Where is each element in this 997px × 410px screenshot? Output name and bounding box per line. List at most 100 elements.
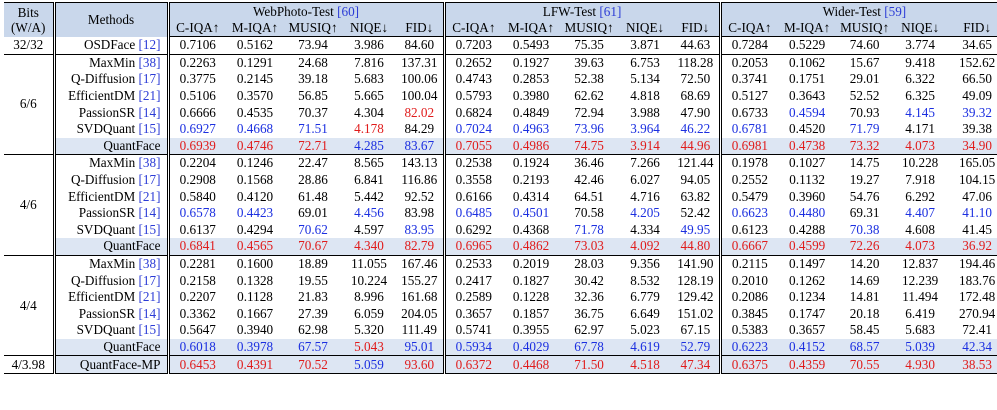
method-cell: QuantFace <box>54 238 170 256</box>
value-cell: 15.67 <box>836 53 894 72</box>
value-cell: 0.7106 <box>179 37 216 53</box>
value-cell: 62.97 <box>574 322 604 338</box>
value-cell: 8.565 <box>342 154 396 172</box>
method-cite[interactable]: [15] <box>138 121 161 137</box>
table-row: PassionSR [14] 0.6578 0.4423 69.01 4.456 83.9… <box>4 204 997 222</box>
value-cell: 0.6578 <box>179 205 216 221</box>
value-cell: 29.01 <box>849 71 880 87</box>
value-cell: 93.60 <box>396 355 445 374</box>
value-cell: 100.04 <box>401 88 438 104</box>
value-cell: 0.3775 <box>179 71 216 87</box>
value-cell: 70.67 <box>284 238 342 256</box>
method-cell: PassionSR [14] <box>54 104 170 121</box>
method-cite[interactable]: [12] <box>138 37 161 53</box>
table-row: 4/4 MaxMin [38] 0.2281 0.1600 18.89 11.055 167… <box>4 254 997 356</box>
value-cell: 6.779 <box>630 289 660 305</box>
value-cell: 70.58 <box>574 205 604 221</box>
value-cell: 3.986 <box>354 37 384 53</box>
value-cell: 0.6453 <box>168 355 226 374</box>
method-name: QuantFace-MP <box>79 356 161 372</box>
method-cell: Q-Diffusion [17] <box>54 71 170 88</box>
method-name: QuantFace <box>103 238 161 254</box>
method-cite[interactable]: [38] <box>138 256 161 272</box>
method-cite[interactable]: [14] <box>138 205 161 221</box>
metric-header: M-IQA↑ <box>502 20 561 37</box>
value-cell: 0.3940 <box>236 322 274 338</box>
metric-header-row: C-IQA↑ M-IQA↑ MUSIQ↑ NIQE↓ FID↓ C-IQA↑ M-IQA↑ M… <box>4 20 997 37</box>
method-cite[interactable]: [15] <box>138 221 161 237</box>
value-cell: 0.1062 <box>778 53 837 72</box>
value-cell: 4.930 <box>893 355 948 374</box>
value-cell: 3.914 <box>618 137 673 155</box>
value-cell: 74.60 <box>849 37 880 53</box>
dataset-cite[interactable]: [61] <box>599 3 622 19</box>
method-cite[interactable]: [21] <box>138 289 161 305</box>
value-cell: 0.4391 <box>226 355 284 374</box>
method-cell: SVDQuant [15] <box>54 221 170 239</box>
value-cell: 10.228 <box>893 154 948 172</box>
value-cell: 64.51 <box>574 188 604 204</box>
value-cell: 0.3955 <box>512 322 550 338</box>
value-cell: 83.67 <box>396 137 445 155</box>
value-cell: 5.442 <box>354 188 384 204</box>
value-cell: 0.3980 <box>512 88 550 104</box>
value-cell: 0.5479 <box>718 188 779 205</box>
value-cell: 83.98 <box>404 205 435 221</box>
value-cell: 0.1132 <box>789 172 826 188</box>
value-cell: 100.06 <box>401 71 438 87</box>
value-cell: 6.419 <box>905 305 935 321</box>
method-cell: Q-Diffusion [17] <box>54 171 170 189</box>
method-cite[interactable]: [21] <box>138 188 161 204</box>
value-cell: 30.42 <box>574 272 604 288</box>
method-cite[interactable]: [15] <box>138 322 161 338</box>
value-cell: 0.4152 <box>778 338 837 356</box>
dataset-cite[interactable]: [59] <box>884 3 907 19</box>
value-cell: 47.90 <box>680 104 711 120</box>
value-cell: 0.1747 <box>788 305 826 321</box>
method-cite[interactable]: [17] <box>138 272 161 288</box>
value-cell: 204.05 <box>401 305 438 321</box>
value-cell: 69.31 <box>849 205 880 221</box>
method-cite[interactable]: [17] <box>138 71 161 87</box>
table-row: Q-Diffusion [17] 0.2158 0.1328 19.55 10.224 1… <box>4 272 997 289</box>
value-cell: 0.3978 <box>226 338 284 356</box>
value-cell: 46.22 <box>680 121 711 137</box>
value-cell: 4.205 <box>630 205 660 221</box>
method-cell: MaxMin [38] <box>54 53 170 72</box>
method-cite[interactable]: [17] <box>138 172 161 188</box>
metric-header: NIQE↓ <box>618 20 673 37</box>
value-cell: 32.36 <box>574 289 604 305</box>
method-cite[interactable]: [14] <box>138 305 161 321</box>
method-cite[interactable]: [21] <box>138 88 161 104</box>
value-cell: 141.90 <box>672 254 721 273</box>
value-cell: 42.46 <box>574 172 604 188</box>
value-cell: 67.57 <box>284 338 342 356</box>
method-cell: MaxMin [38] <box>54 254 170 273</box>
value-cell: 71.51 <box>298 121 328 137</box>
table-body: 32/32 OSDFace [12] 0.7106 0.5162 73.94 3.986 8… <box>4 36 997 374</box>
method-cite[interactable]: [38] <box>138 54 161 70</box>
method-name: PassionSR <box>78 104 136 120</box>
value-cell: 20.18 <box>849 305 880 321</box>
value-cell: 72.26 <box>836 238 894 256</box>
value-cell: 0.1857 <box>512 305 550 321</box>
value-cell: 83.95 <box>404 221 435 237</box>
dataset-header-webphoto: WebPhoto-Test [60] <box>168 2 445 20</box>
value-cell: 24.68 <box>284 53 342 72</box>
value-cell: 72.71 <box>284 137 342 155</box>
method-cite[interactable]: [14] <box>138 104 161 120</box>
value-cell: 6.292 <box>905 188 935 204</box>
table-row: 6/6 MaxMin [38] 0.2263 0.1291 24.68 7.816 137.… <box>4 53 997 155</box>
value-cell: 6.322 <box>905 71 935 87</box>
value-cell: 72.41 <box>962 322 992 338</box>
method-cite[interactable]: [38] <box>138 155 161 171</box>
value-cell: 52.38 <box>574 71 604 87</box>
value-cell: 3.964 <box>630 121 660 137</box>
dataset-cite[interactable]: [60] <box>337 3 360 19</box>
method-name: QuantFace <box>103 338 161 354</box>
value-cell: 0.2652 <box>442 53 503 72</box>
value-cell: 0.2533 <box>442 254 503 273</box>
value-cell: 14.75 <box>836 154 894 172</box>
value-cell: 0.4594 <box>788 104 826 120</box>
method-name: SVDQuant <box>76 322 136 338</box>
